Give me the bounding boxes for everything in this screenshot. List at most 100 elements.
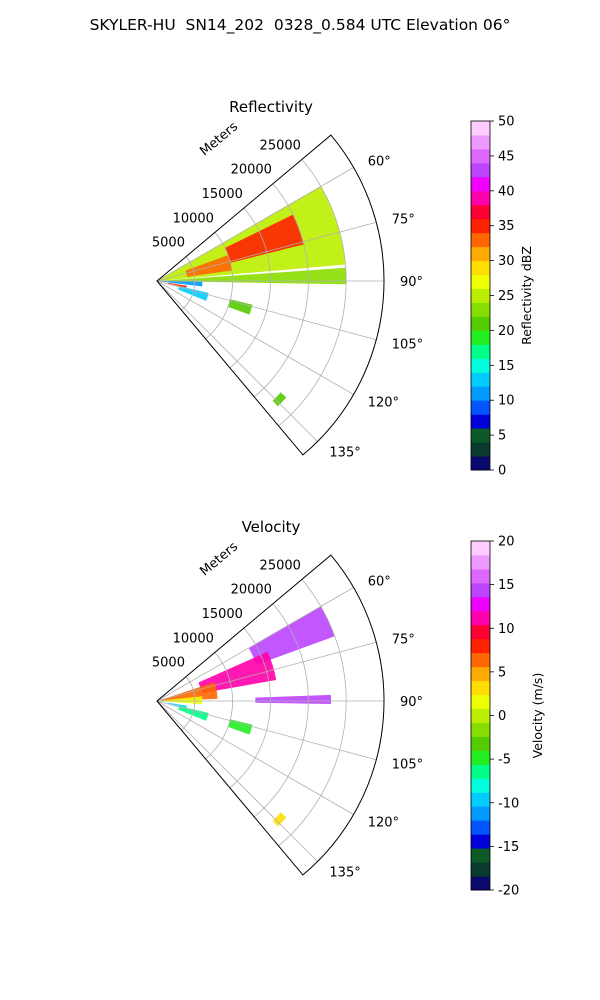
colorbar-tick-label: -15 [498, 840, 519, 855]
colorbar-segment [471, 344, 490, 359]
colorbar-segment [471, 624, 490, 640]
range-tick-label: 25000 [260, 558, 301, 573]
range-gridline [205, 232, 234, 340]
echo-cell [228, 299, 253, 315]
colorbar-segment [471, 694, 490, 710]
figure-title: SKYLER-HU SN14_202 0328_0.584 UTC Elevat… [89, 16, 511, 34]
colorbar-tick-label: 25 [498, 289, 515, 304]
echo-cell [198, 651, 277, 694]
azimuth-tick-label: 135° [329, 445, 360, 460]
azimuth-gridline [156, 280, 318, 442]
range-tick-label: 15000 [202, 607, 243, 622]
echo-cell [178, 286, 209, 301]
colorbar-tick-label: 45 [498, 149, 515, 164]
colorbar-tick-label: 20 [498, 324, 515, 339]
range-tick-label: 15000 [202, 187, 243, 202]
colorbar-tick-label: 10 [498, 622, 515, 637]
colorbar-segment [471, 708, 490, 723]
azimuth-tick-label: 60° [368, 155, 391, 170]
azimuth-gridline [156, 280, 377, 341]
colorbar-segment [471, 330, 490, 345]
colorbar-segment [471, 414, 490, 429]
colorbar-segment [471, 134, 490, 150]
colorbar-label: Reflectivity dBZ [519, 246, 534, 345]
range-gridline [205, 652, 234, 760]
colorbar-tick-label: -5 [498, 753, 511, 768]
colorbar-segment [471, 750, 490, 765]
colorbar-segment [471, 121, 490, 136]
colorbar-segment [471, 820, 490, 835]
azimuth-gridline [156, 700, 318, 862]
range-tick-label: 25000 [260, 138, 301, 153]
sector-frame [156, 554, 385, 876]
range-gridline [254, 603, 309, 818]
sector-frame [156, 134, 385, 456]
azimuth-tick-label: 105° [392, 757, 423, 772]
colorbar-tick-label: 35 [498, 219, 515, 234]
colorbar-segment [471, 232, 490, 248]
colorbar-tick-label: 15 [498, 578, 515, 593]
azimuth-gridline [156, 641, 377, 702]
echo-cell [160, 267, 347, 285]
echo-cell [185, 255, 232, 277]
colorbar-segment [471, 456, 490, 471]
echo-cell [168, 702, 187, 708]
colorbar-segment [471, 162, 490, 178]
range-tick-label: 10000 [173, 631, 214, 646]
colorbar-segment [471, 541, 490, 556]
colorbar-tick-label: 0 [498, 709, 506, 724]
colorbar-segment [471, 428, 490, 443]
colorbar-segment [471, 372, 490, 387]
colorbar-segment [471, 148, 490, 164]
azimuth-tick-label: 60° [368, 575, 391, 590]
azimuth-tick-label: 120° [368, 816, 399, 831]
azimuth-tick-label: 75° [392, 213, 415, 228]
range-tick-label: 5000 [152, 656, 185, 671]
colorbar-segment [471, 260, 490, 276]
azimuth-tick-label: 90° [400, 275, 423, 290]
azimuth-tick-label: 120° [368, 396, 399, 411]
echo-cell [160, 281, 203, 287]
colorbar-segment [471, 806, 490, 821]
colorbar-segment [471, 722, 490, 737]
colorbar-segment [471, 386, 490, 401]
colorbar-tick-label: 10 [498, 394, 515, 409]
echo-cell [178, 706, 209, 721]
colorbar-segment [471, 316, 490, 331]
azimuth-tick-label: 90° [400, 695, 423, 710]
range-tick-label: 20000 [231, 163, 272, 178]
panel-title: Reflectivity [229, 98, 313, 116]
colorbar-segment [471, 778, 490, 793]
colorbar-segment [471, 596, 490, 612]
colorbar-tick-label: 0 [498, 464, 506, 479]
panel-reflectivity: Reflectivity 5000 10000 15000 20000 25000 Mete… [152, 98, 534, 479]
colorbar-segment [471, 554, 490, 570]
range-tick-label: 20000 [231, 583, 272, 598]
echo-cell [225, 214, 304, 263]
colorbar-tick-label: 15 [498, 359, 515, 374]
echo-cell [228, 719, 253, 735]
range-gridline [254, 183, 309, 398]
echo-cell [272, 392, 287, 407]
colorbar-segment [471, 638, 490, 654]
colorbar-segment [471, 680, 490, 696]
colorbar-segment [471, 302, 490, 317]
azimuth-gridline [156, 700, 354, 815]
azimuth-tick-label: 135° [329, 865, 360, 880]
panel-velocity: Velocity 5000 10000 15000 20000 25000 Meters 60… [152, 518, 545, 899]
colorbar-tick-label: 50 [498, 115, 515, 130]
echo-cell [168, 282, 187, 288]
colorbar-segment [471, 876, 490, 891]
azimuth-gridline [156, 167, 354, 282]
colorbar-tick-label: 30 [498, 254, 515, 269]
panel-title: Velocity [242, 518, 301, 536]
range-tick-label: 10000 [173, 211, 214, 226]
range-tick-label: 5000 [152, 236, 185, 251]
azimuth-gridline [156, 280, 354, 395]
colorbar-segment [471, 764, 490, 779]
range-gridline [229, 207, 271, 369]
colorbar-tick-label: -10 [498, 796, 519, 811]
colorbar-segment [471, 218, 490, 234]
range-gridline [278, 159, 347, 427]
